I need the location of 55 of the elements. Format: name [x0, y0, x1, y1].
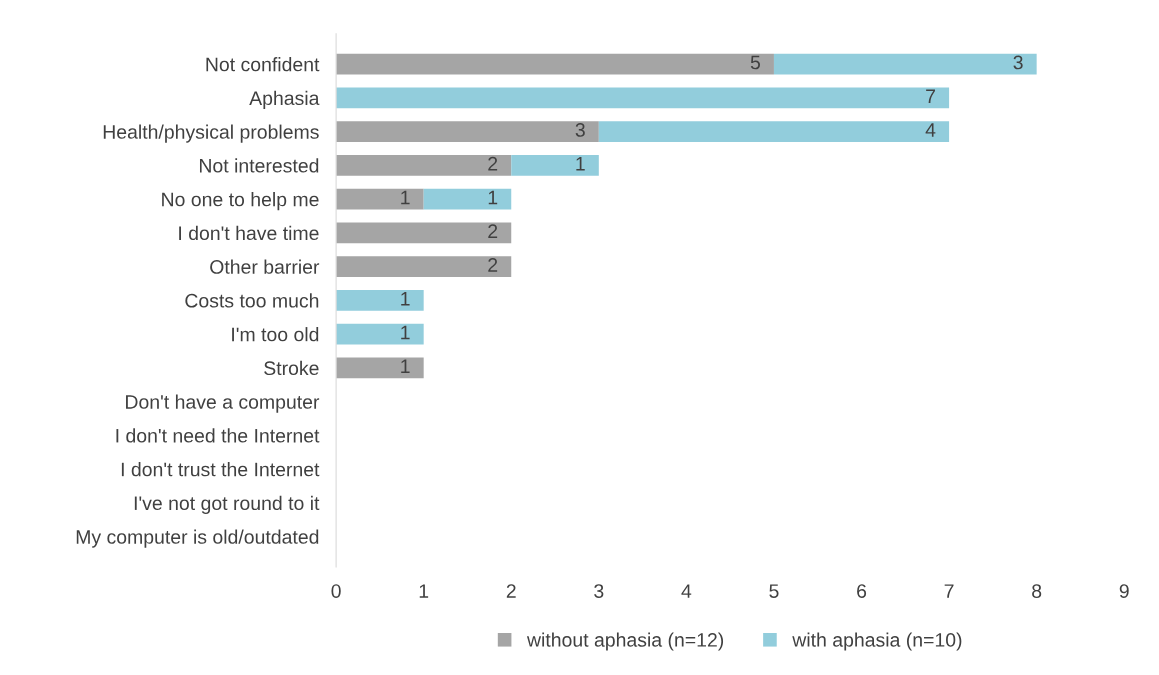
bar: [336, 53, 774, 75]
data-label: 1: [401, 359, 410, 373]
y-tick-label: Health/physical problems: [103, 124, 319, 143]
x-tick-label: 2: [506, 584, 516, 598]
x-tick-label: 5: [769, 584, 779, 598]
data-label: 1: [576, 157, 585, 171]
data-label: 5: [750, 55, 760, 70]
bar: [336, 256, 512, 278]
data-label: 3: [575, 123, 585, 137]
data-label: 2: [488, 258, 498, 272]
x-tick-label: 7: [944, 584, 954, 598]
y-tick-label: I've not got round to it: [134, 495, 320, 514]
bar: [511, 154, 599, 176]
y-tick-label: I don't need the Internet: [116, 428, 320, 443]
x-tick-label: 4: [681, 584, 692, 598]
bar: [773, 53, 1037, 75]
y-tick-label: My computer is old/outdated: [76, 529, 319, 548]
data-label: 1: [401, 190, 410, 205]
y-tick-label: No one to help me: [162, 192, 319, 211]
y-tick-label: Don't have a computer: [126, 394, 320, 413]
bar: [336, 154, 512, 176]
x-tick-label: 8: [1032, 584, 1042, 598]
data-label: 3: [1013, 55, 1023, 70]
data-label: 1: [401, 292, 410, 306]
data-label: 2: [488, 156, 498, 171]
data-label: 2: [488, 224, 498, 238]
y-tick-label: I'm too old: [232, 327, 319, 342]
bar: [423, 188, 512, 210]
bar: [336, 289, 424, 311]
bar: [336, 357, 424, 379]
bar: [336, 121, 599, 143]
data-label: 1: [488, 190, 498, 205]
bar: [336, 323, 424, 345]
legend-label: with aphasia (n=10): [792, 632, 962, 651]
y-tick-label: Other barrier: [210, 259, 320, 274]
data-label: 1: [401, 325, 410, 340]
y-tick-label: Aphasia: [249, 90, 320, 109]
x-tick-label: 1: [419, 584, 429, 598]
bar: [336, 222, 512, 244]
y-tick-label: I don't trust the Internet: [121, 462, 320, 477]
y-tick-label: I don't have time: [179, 225, 319, 241]
bar: [336, 87, 950, 109]
x-tick-label: 9: [1119, 584, 1129, 598]
x-tick-label: 0: [331, 584, 341, 598]
legend-label: without aphasia (n=12): [526, 632, 724, 651]
data-label: 7: [926, 89, 935, 103]
y-tick-label: Costs too much: [185, 293, 319, 308]
bar: [336, 188, 424, 210]
y-tick-label: Stroke: [264, 360, 319, 376]
y-tick-label: Not confident: [206, 57, 320, 72]
x-tick-label: 6: [857, 584, 867, 598]
x-tick-label: 3: [594, 584, 604, 598]
y-tick-label: Not interested: [199, 158, 319, 173]
data-label: 4: [925, 123, 936, 137]
bar: [598, 121, 950, 143]
